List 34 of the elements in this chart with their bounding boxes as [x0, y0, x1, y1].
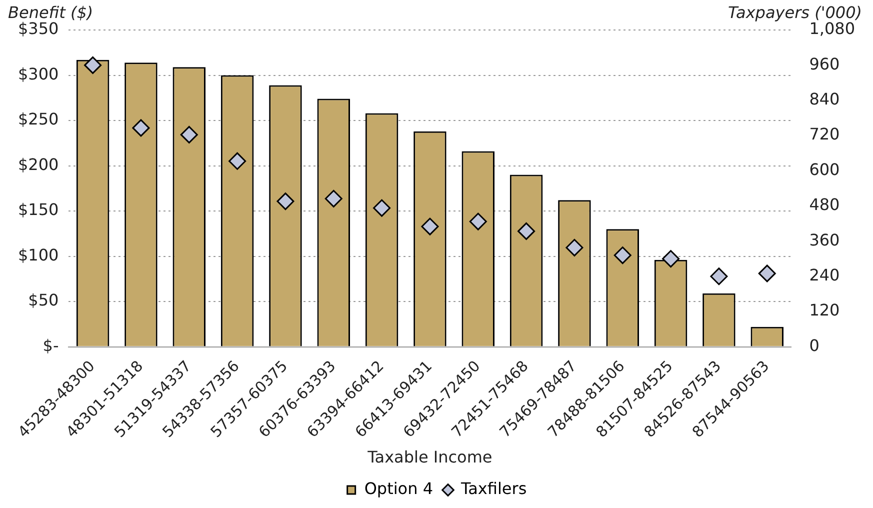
y2-tick-label: 0 [809, 336, 820, 355]
point [228, 152, 246, 170]
point [324, 190, 342, 208]
y2-tick-label: 840 [809, 90, 840, 109]
point [373, 199, 391, 217]
legend-label: Option 4 [364, 479, 433, 498]
y-tick-label: $250 [18, 110, 59, 129]
point [710, 268, 728, 286]
point [132, 119, 150, 137]
point [662, 250, 680, 268]
y-tick-label: $50 [28, 290, 59, 310]
y-tick-label: $150 [18, 200, 59, 220]
point [758, 264, 776, 282]
x-axis-title: Taxable Income [366, 448, 492, 467]
y2-tick-label: 240 [809, 266, 840, 285]
y2-tick-label: 720 [809, 124, 840, 144]
point [566, 238, 584, 256]
y2-tick-label: 120 [809, 300, 840, 320]
point [276, 192, 294, 210]
point [180, 126, 198, 144]
y2-tick-label: 360 [809, 230, 840, 250]
point [421, 218, 439, 236]
point [84, 56, 102, 74]
y-tick-label: $300 [18, 64, 59, 84]
y2-tick-label: 960 [809, 54, 840, 74]
point [469, 212, 487, 230]
point [518, 222, 536, 240]
y2-tick-label: 600 [809, 160, 840, 179]
y-tick-label: $200 [18, 154, 59, 174]
point [614, 246, 632, 264]
y-tick-label: $- [42, 336, 59, 355]
y2-tick-label: 480 [809, 195, 840, 214]
y-tick-label: $100 [18, 245, 59, 264]
legend-label: Taxfilers [460, 479, 527, 498]
